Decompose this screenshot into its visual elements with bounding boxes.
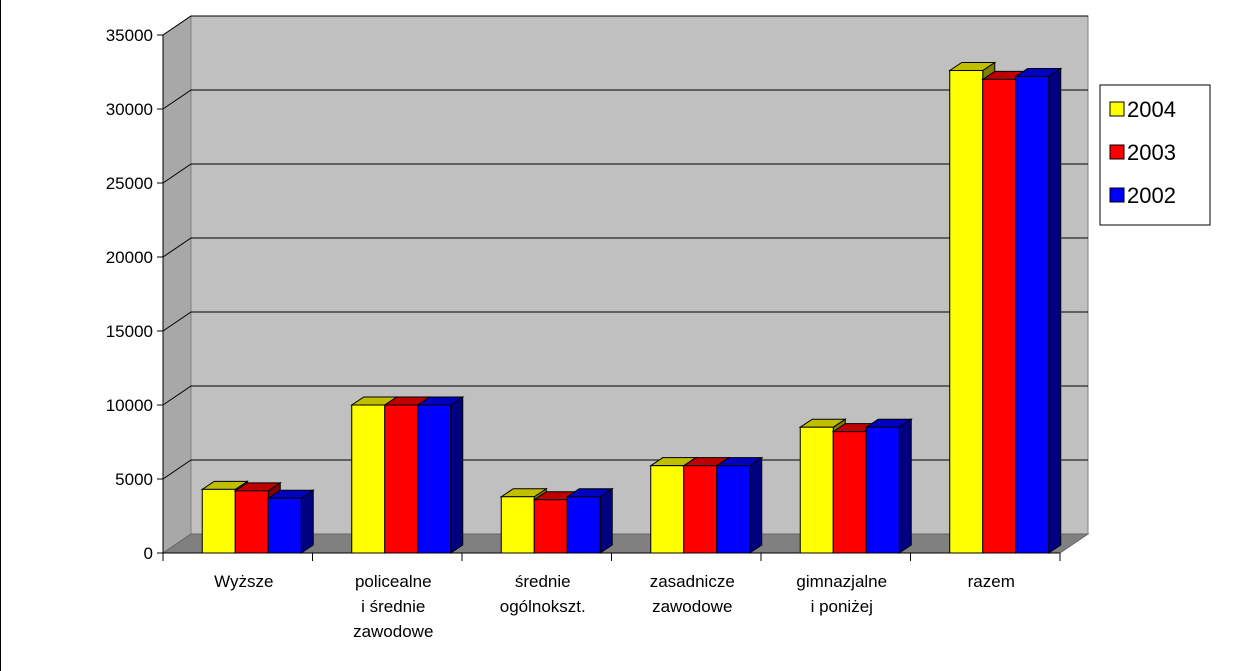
bar-front — [384, 404, 419, 554]
y-tick-label: 35000 — [106, 26, 153, 45]
bar-front — [949, 70, 984, 554]
legend-swatch — [1109, 187, 1125, 203]
y-tick-label: 15000 — [106, 322, 153, 341]
gridline — [162, 163, 1088, 184]
y-tick-label: 30000 — [106, 100, 153, 119]
x-category-label: i poniżej — [811, 597, 873, 616]
bar-side — [898, 418, 912, 554]
x-category-label: i średnie — [361, 597, 425, 616]
bar-front — [650, 465, 685, 554]
gridline — [162, 15, 1088, 36]
bar-front — [865, 426, 900, 554]
legend-swatch — [1109, 144, 1125, 160]
y-tick-label: 0 — [144, 544, 153, 563]
x-category-label: ogólnokszt. — [500, 597, 586, 616]
legend-label: 2004 — [1127, 97, 1176, 122]
gridline — [162, 89, 1088, 110]
bar — [864, 418, 913, 554]
bar-front — [533, 499, 568, 554]
x-category-label: policealne — [355, 572, 432, 591]
bar — [1014, 67, 1063, 554]
bar-front — [683, 465, 718, 554]
y-tick-label: 5000 — [115, 470, 153, 489]
bar — [416, 396, 465, 554]
bar-side — [450, 396, 464, 554]
x-category-label: zasadnicze — [650, 572, 735, 591]
x-category-label: Wyższe — [214, 572, 273, 591]
bar-front — [351, 404, 386, 554]
bar-front — [201, 488, 236, 554]
x-category-label: zawodowe — [652, 597, 732, 616]
bar-front — [417, 404, 452, 554]
bar-front — [267, 497, 302, 554]
legend-label: 2002 — [1127, 183, 1176, 208]
bar-side — [300, 489, 314, 554]
y-tick-label: 20000 — [106, 248, 153, 267]
bar — [565, 487, 614, 554]
bar-front — [234, 490, 269, 554]
bar-side — [599, 487, 613, 554]
bar-front — [500, 496, 535, 554]
bar-front — [832, 431, 867, 554]
bar-front — [982, 78, 1017, 554]
bar — [266, 489, 315, 554]
bar-side — [749, 456, 763, 554]
x-category-label: razem — [968, 572, 1015, 591]
legend-label: 2003 — [1127, 140, 1176, 165]
bar — [715, 456, 764, 554]
gridline — [162, 385, 1088, 406]
gridline — [162, 311, 1088, 332]
chart-side-wall — [162, 15, 192, 554]
bar-side — [1048, 67, 1062, 554]
gridline — [162, 237, 1088, 258]
x-category-label: zawodowe — [353, 622, 433, 641]
gridline — [162, 459, 1088, 480]
bar-front — [799, 426, 834, 554]
bar-front — [566, 496, 601, 554]
y-tick-label: 10000 — [106, 396, 153, 415]
legend-swatch — [1109, 101, 1125, 117]
bar-front — [716, 465, 751, 554]
y-tick-label: 25000 — [106, 174, 153, 193]
x-category-label: gimnazjalne — [796, 572, 887, 591]
bar-front — [1015, 75, 1050, 554]
x-category-label: średnie — [515, 572, 571, 591]
